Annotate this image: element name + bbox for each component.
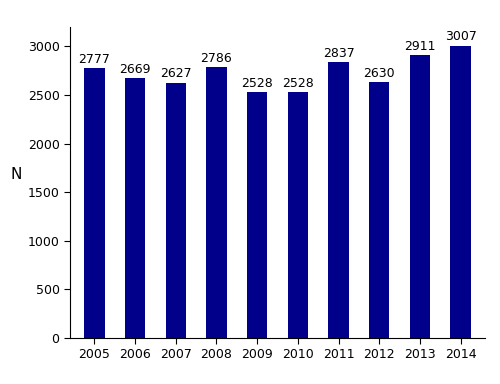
Text: 2837: 2837 [322,47,354,60]
Bar [288,92,308,338]
Bar [125,78,146,338]
Y-axis label: N: N [11,167,22,182]
Bar [410,55,430,338]
Bar [206,67,227,338]
Text: 3007: 3007 [444,30,476,43]
Bar [166,83,186,338]
Text: 2911: 2911 [404,40,436,53]
Text: 2627: 2627 [160,67,192,80]
Bar [328,62,348,338]
Text: 2786: 2786 [200,52,232,65]
Text: 2777: 2777 [78,53,110,66]
Bar [247,92,268,338]
Bar [84,68,104,338]
Text: 2528: 2528 [282,77,314,90]
Text: 2630: 2630 [364,67,395,80]
Text: 2528: 2528 [242,77,273,90]
Bar [450,46,471,338]
Bar [369,82,390,338]
Text: 2669: 2669 [120,63,151,76]
